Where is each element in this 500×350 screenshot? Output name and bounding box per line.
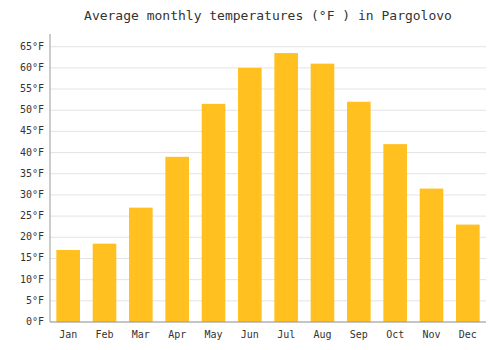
grid: [50, 47, 486, 322]
y-tick-label: 10°F: [20, 274, 44, 285]
y-tick-label: 35°F: [20, 168, 44, 179]
y-tick-label: 45°F: [20, 125, 44, 136]
y-tick-label: 40°F: [20, 147, 44, 158]
bar: [93, 244, 117, 322]
x-tick-label: Sep: [350, 329, 368, 340]
x-tick-label: Mar: [132, 329, 150, 340]
y-tick-label: 0°F: [26, 316, 44, 327]
page: {"chart_data": {"type": "bar", "title": …: [0, 0, 500, 350]
bar: [165, 157, 189, 322]
y-tick-label: 20°F: [20, 231, 44, 242]
x-tick-label: May: [204, 329, 222, 340]
bar: [129, 208, 153, 322]
x-tick-label: Jul: [277, 329, 295, 340]
y-tick-label: 30°F: [20, 189, 44, 200]
x-axis-line: [50, 322, 486, 323]
bars: [56, 53, 479, 322]
grid-line: [50, 322, 486, 323]
grid-line: [50, 46, 486, 47]
y-tick-label: 60°F: [20, 62, 44, 73]
bar: [274, 53, 298, 322]
title: Average monthly temperatures (°F ) in Pa…: [84, 8, 452, 23]
x-tick-label: Apr: [168, 329, 186, 340]
y-tick-label: 15°F: [20, 252, 44, 263]
x-tick-label: Dec: [459, 329, 477, 340]
x-tick-label: Jun: [241, 329, 259, 340]
y-tick-label: 25°F: [20, 210, 44, 221]
grid-line: [50, 131, 486, 132]
bar: [56, 250, 80, 322]
grid-line: [50, 67, 486, 68]
grid-line: [50, 89, 486, 90]
y-tick-label: 5°F: [26, 295, 44, 306]
x-tick-label: Jan: [59, 329, 77, 340]
bar: [238, 68, 262, 322]
grid-line: [50, 152, 486, 153]
x-tick-label: Nov: [422, 329, 440, 340]
grid-line: [50, 173, 486, 174]
y-tick-label: 55°F: [20, 83, 44, 94]
chart: 0°F 5°F 10°F 15°F 20°F 25°F 30°F 35°F 40°F 45°F 50…: [0, 0, 500, 350]
x-tick-label: Feb: [95, 329, 113, 340]
x-tick-label: Oct: [386, 329, 404, 340]
grid-line: [50, 110, 486, 111]
bar: [383, 144, 407, 322]
bar: [202, 104, 226, 322]
y-axis-line: [50, 34, 51, 322]
y-tick-label: 50°F: [20, 104, 44, 115]
bar: [311, 64, 335, 322]
y-tick-label: 65°F: [20, 41, 44, 52]
bar: [347, 102, 371, 322]
bar: [420, 189, 444, 322]
x-tick-label: Aug: [313, 329, 331, 340]
bar: [456, 225, 480, 322]
